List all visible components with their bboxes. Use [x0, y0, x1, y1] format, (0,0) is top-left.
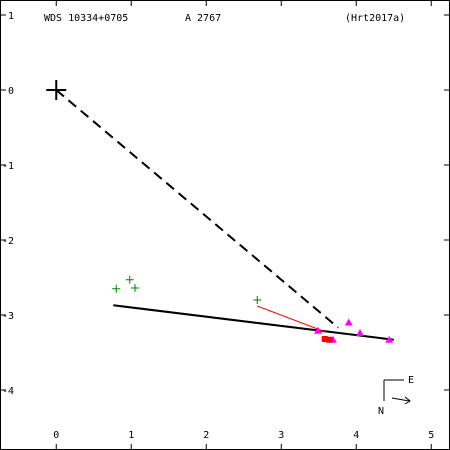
x-tick-label: 3 — [278, 430, 284, 441]
y-tick-label: -3 — [2, 311, 14, 322]
orbit-line — [113, 304, 394, 341]
residual-line — [257, 305, 327, 333]
observation-triangle-point — [385, 335, 394, 343]
x-tick-label: 2 — [203, 430, 209, 441]
y-tick-label: -4 — [2, 386, 14, 397]
y-tick-label: 0 — [8, 86, 14, 97]
compass-east-label: E — [408, 375, 414, 386]
direction-arrow-head — [404, 396, 411, 405]
observation-plus-point — [253, 296, 262, 304]
orbit-layer — [46, 80, 394, 341]
observation-triangle-point — [344, 318, 353, 326]
compass: E N — [378, 375, 414, 417]
primary-star-marker — [46, 80, 67, 100]
y-tick-label: -1 — [2, 161, 14, 172]
y-tick-label: -2 — [2, 236, 14, 247]
wds-id-label: WDS 10334+0705 — [44, 13, 128, 24]
x-tick-label: 5 — [428, 430, 434, 441]
direction-arrow-shaft — [391, 397, 410, 402]
observation-plus-point — [112, 284, 121, 293]
x-tick-label: 0 — [53, 430, 59, 441]
x-tick-label: 1 — [128, 430, 134, 441]
dashed-line-to-companion — [55, 89, 339, 329]
observation-marks — [112, 275, 394, 343]
discoverer-label: A 2767 — [185, 13, 221, 24]
y-tick-label: 1 — [8, 11, 14, 22]
reference-label: (Hrt2017a) — [345, 13, 405, 24]
observation-square-point — [321, 336, 328, 342]
compass-north-label: N — [378, 406, 384, 417]
observation-plus-point — [125, 275, 134, 284]
observation-triangle-point — [314, 326, 322, 334]
observation-plus-point — [131, 284, 139, 292]
observation-square-point — [326, 336, 333, 343]
observation-triangle-point — [356, 329, 364, 336]
x-tick-label: 4 — [353, 430, 359, 441]
